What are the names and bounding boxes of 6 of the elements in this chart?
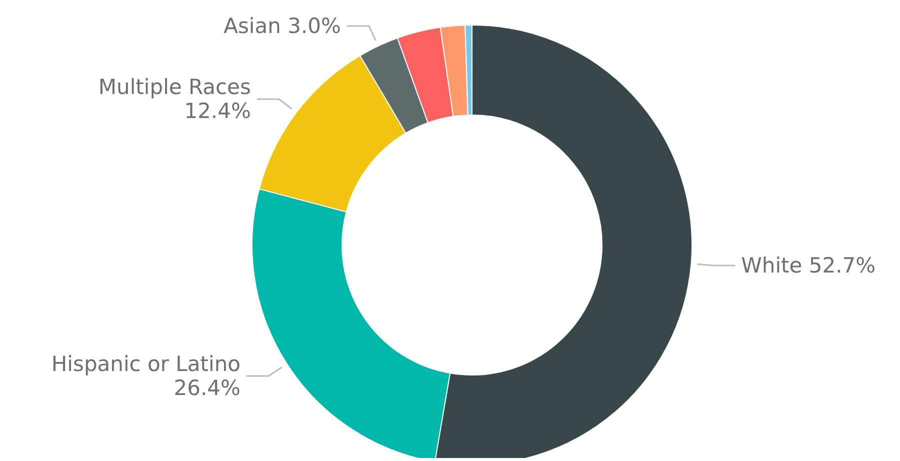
slice-label: Multiple Races (98, 75, 251, 100)
slice-label: Asian 3.0% (224, 14, 341, 38)
slice-label: White 52.7% (741, 254, 876, 278)
slice-label: Hispanic or Latino (51, 352, 240, 376)
data-label: 26.4% (174, 376, 240, 400)
data-label: 12.4% (184, 99, 251, 124)
